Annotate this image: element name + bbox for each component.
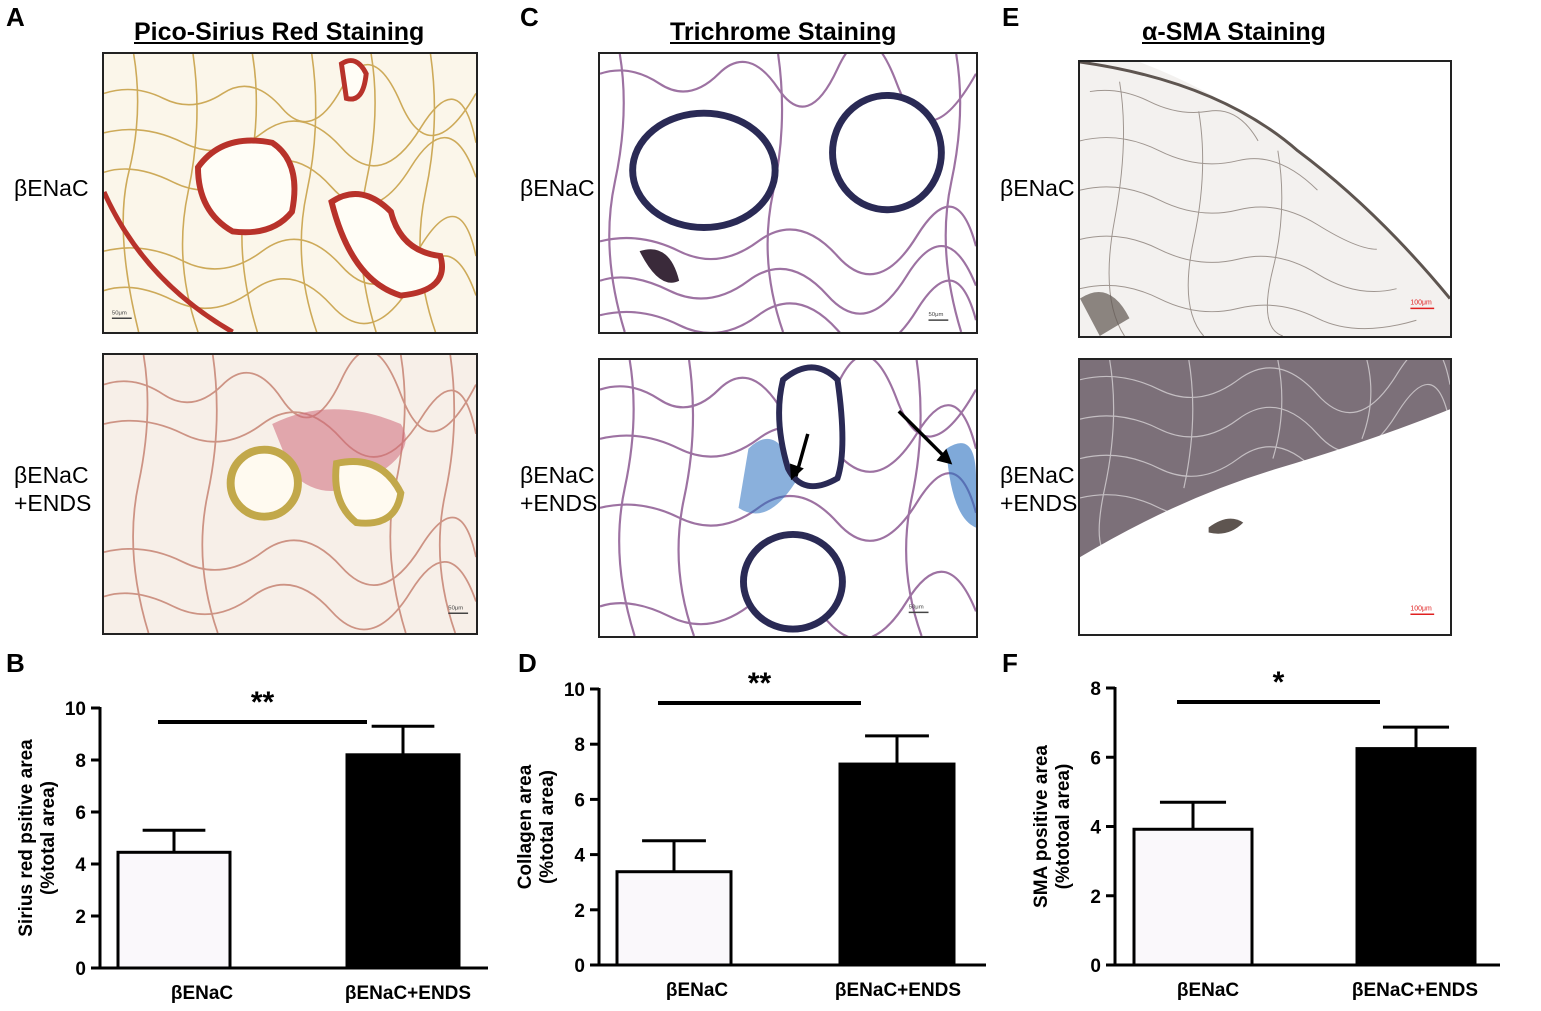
y-tick-label-f: 6: [1090, 748, 1101, 769]
trichrome-micrograph-control: 50μm: [598, 52, 978, 334]
label-c-bottom-2: +ENDS: [520, 490, 598, 516]
significance-marker-b: **: [251, 686, 275, 719]
y-tick-label-b: 2: [75, 907, 86, 928]
chart-f-sma: 0 2 4 6 8 SMA positive area (%totoal area) βENa…: [1000, 660, 1541, 1006]
panel-letter-c: C: [520, 2, 539, 32]
chart-b-sirius: 0 2 4 6 8 10 Sirius red psitive area (%total ar…: [0, 660, 500, 1006]
x-tick-label-d: βENaC: [666, 980, 729, 1001]
trichrome-micrograph-ends: 50μm: [598, 358, 978, 638]
panel-letter-e: E: [1002, 2, 1020, 32]
trichrome-title: Trichrome Staining: [670, 18, 897, 46]
y-axis-label-f: (%totoal area): [1053, 764, 1074, 890]
sirius-micrograph-control: 50μm: [102, 52, 478, 334]
y-tick-label-f: 2: [1090, 887, 1101, 908]
scale-text-e-top: 100μm: [1410, 299, 1432, 306]
y-tick-label-b: 0: [75, 959, 86, 980]
scale-text-a-top: 50μm: [112, 310, 127, 316]
y-tick-label-b: 10: [65, 699, 86, 720]
y-tick-label-f: 4: [1090, 818, 1101, 839]
panel-letter-b: B: [6, 648, 25, 678]
sma-micrograph-control: 100μm: [1078, 60, 1452, 338]
panel-letter-d: D: [518, 648, 537, 678]
sirius-title: Pico-Sirius Red Staining: [134, 18, 425, 46]
bar-f-control: [1132, 827, 1254, 967]
chart-d-svg: 0 2 4 6 8 10 Collagen area (%total area) βENaC βE…: [515, 667, 986, 1001]
chart-d-collagen: 0 2 4 6 8 10 Collagen area (%total area) βENaC βE…: [500, 660, 1000, 1006]
panel-letter-a: A: [6, 2, 25, 32]
y-tick-label-d: 4: [574, 846, 585, 867]
y-axis-label-d: (%total area): [537, 770, 558, 884]
x-tick-label-d: βENaC+ENDS: [835, 980, 961, 1001]
label-c-bottom-1: βENaC: [520, 462, 595, 488]
bar-d-control: [615, 870, 733, 967]
scale-text-a-bottom: 50μm: [448, 605, 463, 611]
y-tick-label-b: 8: [75, 751, 86, 772]
sirius-micrograph-ends: 50μm: [102, 353, 478, 635]
significance-marker-d: **: [748, 667, 772, 700]
y-axis-label-d: Collagen area: [515, 764, 536, 889]
chart-f-svg: 0 2 4 6 8 SMA positive area (%totoal area) βENa…: [1031, 666, 1500, 1001]
y-axis-label-b: Sirius red psitive area: [16, 739, 37, 937]
y-tick-label-d: 0: [574, 956, 585, 977]
y-tick-label-f: 0: [1090, 956, 1101, 977]
y-tick-label-d: 2: [574, 901, 585, 922]
scale-text-e-bottom: 100μm: [1410, 605, 1432, 612]
y-tick-label-d: 8: [574, 735, 585, 756]
label-a-top: βENaC: [14, 175, 89, 201]
y-axis-label-b: (%total area): [38, 781, 59, 895]
x-tick-label-b: βENaC+ENDS: [345, 983, 471, 1004]
y-axis-label-f: SMA positive area: [1031, 745, 1052, 908]
sma-micrograph-ends: 100μm: [1078, 358, 1452, 636]
x-tick-label-f: βENaC+ENDS: [1352, 980, 1478, 1001]
y-tick-label-d: 10: [564, 680, 585, 701]
y-tick-label-b: 6: [75, 803, 86, 824]
label-e-bottom-2: +ENDS: [1000, 490, 1078, 516]
y-tick-label-d: 6: [574, 790, 585, 811]
x-tick-label-f: βENaC: [1177, 980, 1240, 1001]
bar-b-ends: [345, 753, 461, 970]
sma-title: α-SMA Staining: [1142, 18, 1326, 46]
label-a-bottom-1: βENaC: [14, 462, 89, 488]
label-a-bottom-2: +ENDS: [14, 490, 92, 516]
scale-text-c-top: 50μm: [929, 312, 944, 318]
y-tick-label-f: 8: [1090, 679, 1101, 700]
panel-letter-f: F: [1002, 648, 1018, 678]
bar-f-ends: [1355, 747, 1477, 967]
label-c-top: βENaC: [520, 175, 595, 201]
significance-marker-f: *: [1273, 666, 1285, 699]
scale-text-c-bottom: 50μm: [909, 604, 924, 610]
x-tick-label-b: βENaC: [171, 983, 234, 1004]
y-tick-label-b: 4: [75, 855, 86, 876]
label-e-bottom-1: βENaC: [1000, 462, 1075, 488]
bar-d-ends: [838, 762, 956, 967]
chart-b-svg: 0 2 4 6 8 10 Sirius red psitive area (%total ar…: [16, 686, 488, 1004]
bar-b-control: [116, 850, 232, 970]
label-e-top: βENaC: [1000, 175, 1075, 201]
